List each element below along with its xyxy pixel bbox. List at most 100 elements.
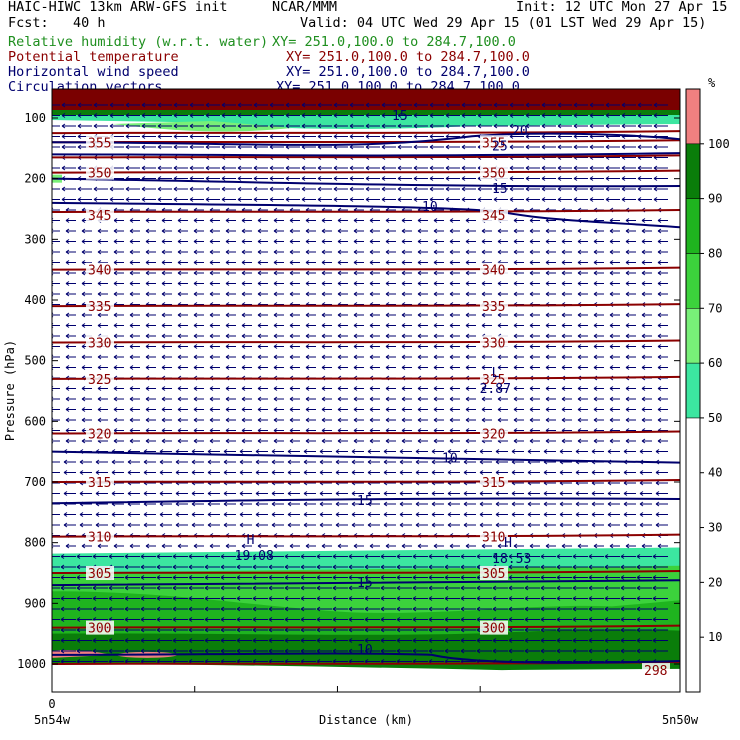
wind-vector-head (177, 260, 182, 265)
wind-vector-head (607, 449, 612, 454)
wind-vector-head (620, 564, 625, 570)
wind-vector-head (285, 113, 290, 118)
wind-vector-head (623, 501, 628, 507)
wind-vector-head (364, 564, 369, 570)
wind-vector-head (417, 323, 422, 328)
wind-vector-head (332, 606, 337, 612)
x-axis-label: Distance (km) (319, 713, 413, 727)
wind-vector-head (177, 228, 182, 234)
wind-vector-head (476, 575, 481, 580)
wind-vector-head (109, 186, 114, 192)
wind-vector-head (365, 134, 370, 139)
wind-vector-head (161, 281, 166, 286)
wind-vector-head (524, 585, 529, 591)
wind-vector-head (353, 228, 358, 234)
wind-vector-head (285, 134, 290, 139)
wind-vector-head (493, 102, 498, 108)
y-tick-label: 700 (24, 475, 46, 489)
wind-vector-head (273, 417, 278, 423)
wind-vector-head (46, 177, 49, 181)
wind-vector-head (257, 323, 262, 328)
wind-vector-head (428, 606, 433, 612)
wind-vector-head (657, 281, 662, 286)
wind-vector-head (652, 554, 657, 559)
wind-vector-head (257, 428, 262, 433)
wind-vector-head (529, 291, 534, 297)
wind-vector-head (221, 176, 226, 181)
wind-vector-head (589, 102, 594, 108)
wind-vector-head (113, 323, 118, 328)
wind-vector-head (81, 291, 86, 297)
wind-vector-head (365, 123, 370, 129)
wind-vector-head (305, 344, 310, 349)
wind-vector-head (236, 627, 241, 633)
wind-vector-head (573, 113, 578, 118)
wind-vector-head (45, 618, 48, 622)
wind-vector-head (337, 428, 342, 433)
wind-vector-head (625, 333, 630, 339)
wind-vector-head (577, 239, 582, 244)
wind-vector-head (541, 113, 546, 118)
wind-vector-head (641, 344, 646, 349)
wind-vector-head (81, 417, 86, 423)
wind-vector-head (61, 134, 66, 139)
wind-vector-head (445, 102, 450, 108)
wind-vector-head (433, 239, 438, 244)
wind-vector-head (161, 543, 166, 549)
wind-vector-head (447, 522, 452, 528)
wind-vector-head (641, 333, 646, 339)
theta-label-bg (86, 208, 114, 223)
wind-vector-head (221, 102, 226, 108)
wind-vector-head (413, 134, 418, 139)
wind-vector-head (447, 470, 452, 475)
wind-vector-head (401, 270, 406, 276)
wind-speed-label: 15 (492, 182, 508, 197)
theta-label-bg (480, 208, 508, 223)
wind-vector-head (593, 333, 598, 339)
wind-vector-head (621, 113, 626, 118)
wind-vector-head (545, 281, 550, 286)
wind-vector-head (273, 344, 278, 349)
wind-vector-head (129, 344, 134, 349)
wind-vector-head (255, 512, 260, 517)
wind-vector-head (609, 333, 614, 339)
wind-vector-head (655, 512, 660, 517)
colorbar-unit: % (708, 76, 716, 90)
wind-vector-head (319, 512, 324, 517)
theta-contour (52, 303, 680, 308)
wind-vector-head (641, 543, 646, 549)
wind-vector-head (129, 270, 134, 276)
wind-vector-head (349, 197, 354, 202)
wind-vector-head (413, 123, 418, 129)
wind-vector-head (207, 491, 212, 496)
wind-vector-head (223, 491, 228, 496)
wind-vector-head (127, 459, 132, 465)
wind-vector-head (545, 333, 550, 339)
wind-vector-head (81, 270, 86, 276)
wind-vector-head (655, 522, 660, 528)
wind-vector-head (433, 333, 438, 339)
wind-vector-head (657, 407, 662, 412)
wind-vector-head (223, 512, 228, 517)
wind-vector-head (337, 543, 342, 549)
wind-vector-head (621, 123, 626, 129)
wind-vector-head (401, 281, 406, 286)
wind-vector-head (209, 281, 214, 286)
wind-vector-head (444, 617, 449, 622)
wind-vector-head (175, 522, 180, 528)
wind-vector-head (620, 617, 625, 622)
wind-vector-head (508, 575, 513, 580)
wind-vector-head (481, 543, 486, 549)
wind-vector-head (353, 260, 358, 265)
wind-vector-head (145, 249, 150, 255)
wind-vector-head (300, 648, 305, 654)
wind-vector-head (527, 491, 532, 496)
valid-time: Valid: 04 UTC Wed 29 Apr 15 (01 LST Wed … (300, 15, 707, 31)
wind-vector-head (46, 166, 49, 170)
wind-vector-head (529, 396, 534, 402)
wind-vector-head (191, 501, 196, 507)
wind-vector-head (76, 617, 81, 622)
wind-vector-head (289, 333, 294, 339)
wind-vector-head (349, 113, 354, 118)
wind-vector-head (561, 228, 566, 234)
